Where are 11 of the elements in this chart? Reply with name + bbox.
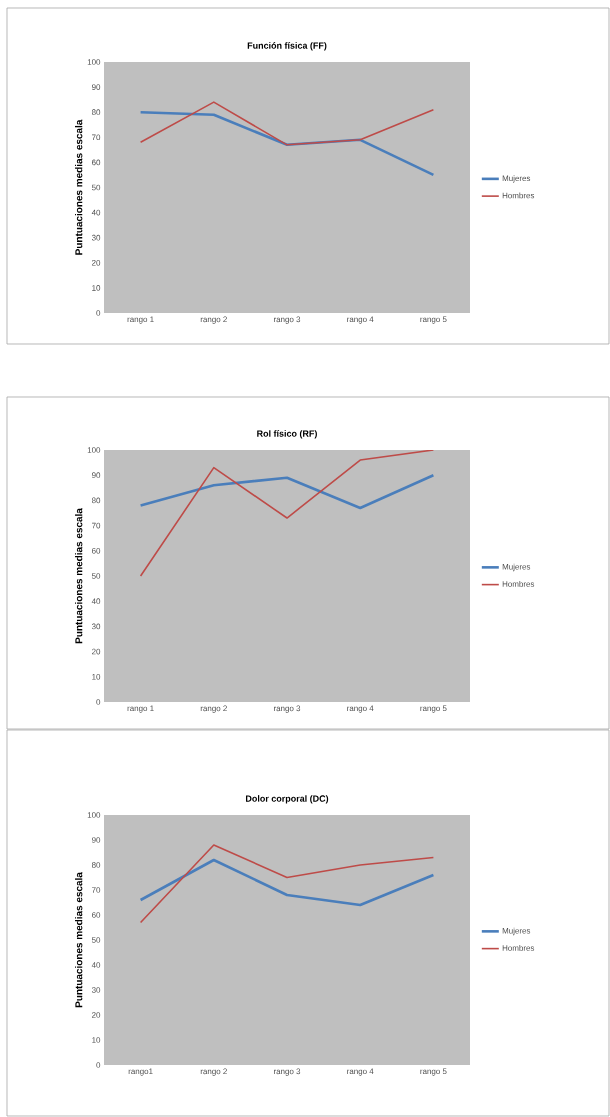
line-series (139, 101, 435, 146)
y-axis-title: Puntuaciones medias escala (75, 872, 83, 1008)
chart-title: Dolor corporal (DC) (246, 795, 329, 804)
line-series (139, 449, 435, 577)
line-series (139, 858, 435, 907)
line-series (139, 473, 435, 510)
line-series (139, 844, 435, 924)
chart-title: Rol físico (RF) (257, 430, 317, 439)
y-axis-title: Puntuaciones medias escala (75, 508, 83, 644)
y-axis-title: Puntuaciones medias escala (75, 119, 83, 255)
chart-title: Función física (FF) (247, 42, 327, 51)
